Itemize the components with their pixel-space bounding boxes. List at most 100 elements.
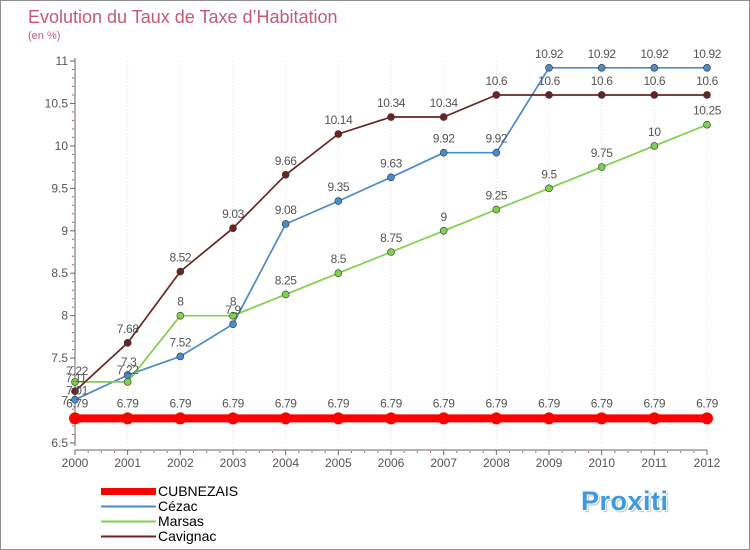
legend-item-marsas: Marsas xyxy=(101,514,321,529)
proxiti-logo: Proxiti xyxy=(581,486,669,516)
x-tick-label-2006: 2006 xyxy=(378,456,405,470)
data-label-cubnezais-2004: 6.79 xyxy=(275,396,297,410)
series-point-cavignac-2004 xyxy=(281,170,290,179)
legend-label-cubnezais: CUBNEZAIS xyxy=(158,483,239,499)
series-point-cubnezais-2010 xyxy=(595,412,608,425)
data-label-cavignac-2006: 10.34 xyxy=(377,96,406,110)
legend: CUBNEZAIS Cézac Marsas Cavignac xyxy=(101,484,321,544)
series-point-cubnezais-2003 xyxy=(227,412,239,425)
data-label-marsas-2002: 8 xyxy=(177,295,184,309)
legend-swatch-cavignac xyxy=(101,535,156,538)
legend-item-cezac: Cézac xyxy=(101,499,321,514)
legend-label-cezac: Cézac xyxy=(158,498,198,514)
series-point-cavignac-2000 xyxy=(71,387,79,396)
legend-item-cubnezais: CUBNEZAIS xyxy=(101,484,321,499)
series-point-cezac-2000 xyxy=(71,395,79,404)
series-point-marsas-2007 xyxy=(439,226,448,235)
series-point-cubnezais-2012 xyxy=(701,412,713,425)
series-point-cezac-2009 xyxy=(545,63,553,72)
data-label-marsas-2009: 9.5 xyxy=(541,167,557,181)
data-label-cubnezais-2000: 6.79 xyxy=(66,396,88,410)
y-tick-label-8.5: 8.5 xyxy=(51,266,68,280)
data-label-cavignac-2003: 9.03 xyxy=(222,207,244,221)
x-tick-label-2003: 2003 xyxy=(220,456,247,470)
series-layer xyxy=(69,63,713,425)
data-label-cubnezais-2011: 6.79 xyxy=(643,396,665,410)
series-point-cubnezais-2004 xyxy=(279,412,292,425)
y-tick-label-7.5: 7.5 xyxy=(51,351,68,365)
label-layer: 6.5 7 7.5 8 8.5 9 9.5 10 10.5 11 2000 2001 2002 2003 2… xyxy=(45,47,722,470)
series-point-cavignac-2001 xyxy=(123,339,132,347)
data-label-cezac-2000: 7.01 xyxy=(66,384,88,398)
x-tick-label-2011: 2011 xyxy=(641,456,667,470)
data-label-cubnezais-2001: 6.79 xyxy=(117,396,139,410)
data-label-marsas-2001: 7.22 xyxy=(117,363,139,377)
series-point-cubnezais-2001 xyxy=(121,412,134,425)
data-label-cezac-2001: 7.3 xyxy=(121,355,137,369)
data-label-cavignac-2009: 10.6 xyxy=(538,74,560,88)
data-label-cavignac-2007: 10.34 xyxy=(430,96,459,110)
legend-label-marsas: Marsas xyxy=(158,513,204,529)
data-label-cubnezais-2012: 6.79 xyxy=(696,396,718,410)
series-point-marsas-2001 xyxy=(123,378,132,386)
data-label-cezac-2010: 10.92 xyxy=(588,47,617,61)
x-tick-label-2001: 2001 xyxy=(114,456,141,470)
series-point-cezac-2006 xyxy=(387,173,395,182)
data-label-cezac-2004: 9.08 xyxy=(275,203,297,217)
series-point-cubnezais-2000 xyxy=(69,412,81,425)
data-label-cezac-2012: 10.92 xyxy=(693,47,722,61)
series-point-cezac-2004 xyxy=(281,220,290,228)
chart-title: Evolution du Taux de Taxe d’Habitation xyxy=(28,7,338,27)
data-label-marsas-2005: 8.5 xyxy=(331,252,347,266)
series-point-marsas-2002 xyxy=(176,311,185,320)
series-point-marsas-2006 xyxy=(387,248,395,256)
x-tick-label-2012: 2012 xyxy=(694,456,721,470)
series-point-cubnezais-2007 xyxy=(437,412,450,425)
series-point-marsas-2005 xyxy=(334,269,343,278)
data-label-cubnezais-2002: 6.79 xyxy=(169,396,191,410)
series-point-cavignac-2012 xyxy=(703,91,711,99)
data-label-marsas-2008: 9.25 xyxy=(485,189,507,203)
series-point-cezac-2007 xyxy=(439,148,448,157)
data-label-cubnezais-2003: 6.79 xyxy=(222,396,244,410)
series-point-marsas-2008 xyxy=(492,205,501,214)
series-point-cubnezais-2005 xyxy=(332,412,345,425)
data-label-cubnezais-2006: 6.79 xyxy=(380,396,402,410)
series-point-cubnezais-2008 xyxy=(490,412,503,425)
x-tick-label-2000: 2000 xyxy=(62,456,89,470)
x-tick-label-2007: 2007 xyxy=(430,456,457,470)
series-point-cubnezais-2006 xyxy=(385,412,397,425)
y-tick-label-11: 11 xyxy=(56,54,69,68)
series-point-cubnezais-2002 xyxy=(174,412,187,425)
y-tick-label-8: 8 xyxy=(61,309,68,323)
series-point-cavignac-2009 xyxy=(545,91,553,99)
series-point-marsas-2003 xyxy=(229,311,237,320)
data-label-cezac-2005: 9.35 xyxy=(327,180,349,194)
data-label-cubnezais-2009: 6.79 xyxy=(538,396,560,410)
legend-item-cavignac: Cavignac xyxy=(101,529,321,544)
legend-swatch-marsas xyxy=(101,520,156,523)
chart-subtitle: (en %) xyxy=(28,30,61,42)
data-label-cezac-2007: 9.92 xyxy=(433,132,455,146)
x-tick-label-2010: 2010 xyxy=(588,456,615,470)
data-label-cubnezais-2008: 6.79 xyxy=(485,396,507,410)
data-label-marsas-2000: 7.22 xyxy=(66,364,88,378)
y-tick-label-10: 10 xyxy=(55,139,69,153)
y-tick-label-9: 9 xyxy=(61,224,68,238)
data-label-cavignac-2010: 10.6 xyxy=(591,74,613,88)
series-point-cavignac-2006 xyxy=(387,113,395,121)
x-tick-label-2002: 2002 xyxy=(167,456,194,470)
series-point-cavignac-2007 xyxy=(439,113,448,121)
series-point-marsas-2010 xyxy=(597,163,606,171)
legend-line-cubnezais xyxy=(101,488,156,495)
x-tick-label-2004: 2004 xyxy=(272,456,299,470)
data-label-cavignac-2001: 7.68 xyxy=(117,322,139,336)
data-label-marsas-2007: 9 xyxy=(441,210,448,224)
x-tick-label-2009: 2009 xyxy=(536,456,563,470)
data-label-marsas-2012: 10.25 xyxy=(693,104,722,118)
grid-layer xyxy=(74,61,708,443)
data-label-cezac-2002: 7.52 xyxy=(169,335,191,349)
data-label-cavignac-2002: 8.52 xyxy=(169,251,191,265)
data-label-cavignac-2012: 10.6 xyxy=(696,74,718,88)
